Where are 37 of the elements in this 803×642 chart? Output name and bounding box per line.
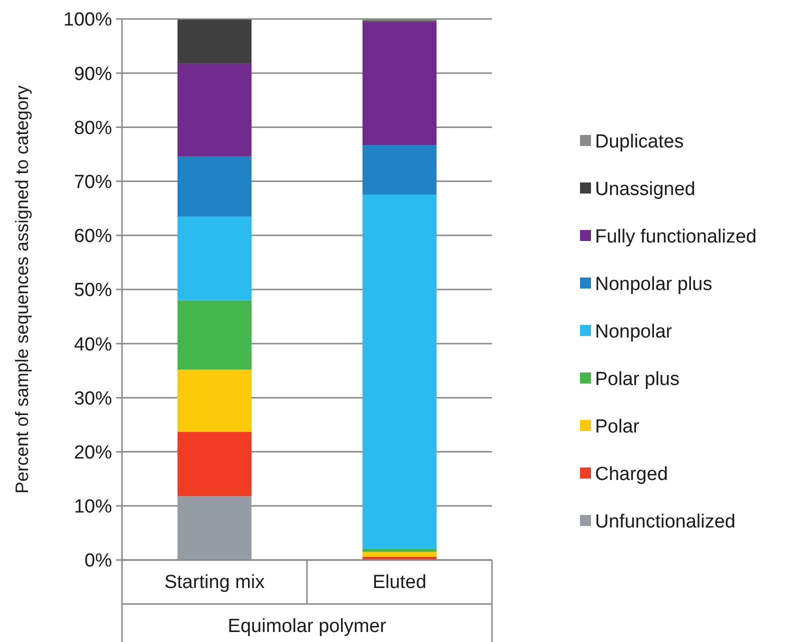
y-axis-title: Percent of sample sequences assigned to category: [12, 85, 32, 494]
y-tick-label: 40%: [74, 334, 112, 356]
y-tick-label: 10%: [74, 496, 112, 518]
bar: [178, 432, 252, 496]
bar: [178, 156, 252, 216]
bar: [178, 216, 252, 300]
legend-label: Unfunctionalized: [595, 512, 736, 533]
bar: [362, 194, 436, 549]
x-axis-title: Equimolar polymer: [228, 616, 387, 637]
y-tick-label: 60%: [74, 226, 112, 248]
legend-label: Fully functionalized: [595, 226, 757, 248]
x-tick-label: Eluted: [372, 572, 426, 593]
y-tick-label: 70%: [74, 172, 112, 193]
bar: [178, 300, 252, 370]
bar: [178, 64, 252, 156]
y-tick-label: 20%: [74, 442, 112, 464]
bar: [362, 22, 436, 146]
y-tick-label: 80%: [74, 118, 112, 139]
legend-label: Unassigned: [595, 179, 696, 200]
y-tick-label: 50%: [74, 280, 112, 302]
bar: [178, 20, 252, 64]
legend-label: Duplicates: [595, 132, 684, 153]
bar: [178, 496, 252, 560]
y-tick-label: 100%: [63, 10, 112, 31]
bar: [178, 370, 252, 432]
y-tick-label: 30%: [74, 388, 112, 410]
y-tick-label: 0%: [84, 550, 112, 572]
y-tick-label: 90%: [74, 64, 112, 85]
legend-label: Nonpolar: [595, 322, 673, 343]
bar: [362, 548, 436, 552]
legend-label: Nonpolar plus: [595, 274, 712, 296]
bar: [362, 552, 436, 557]
legend-label: Polar: [595, 416, 640, 438]
x-tick-label: Starting mix: [164, 572, 266, 593]
legend-label: Charged: [595, 464, 668, 486]
legend-label: Polar plus: [595, 369, 680, 390]
bar: [362, 145, 436, 195]
